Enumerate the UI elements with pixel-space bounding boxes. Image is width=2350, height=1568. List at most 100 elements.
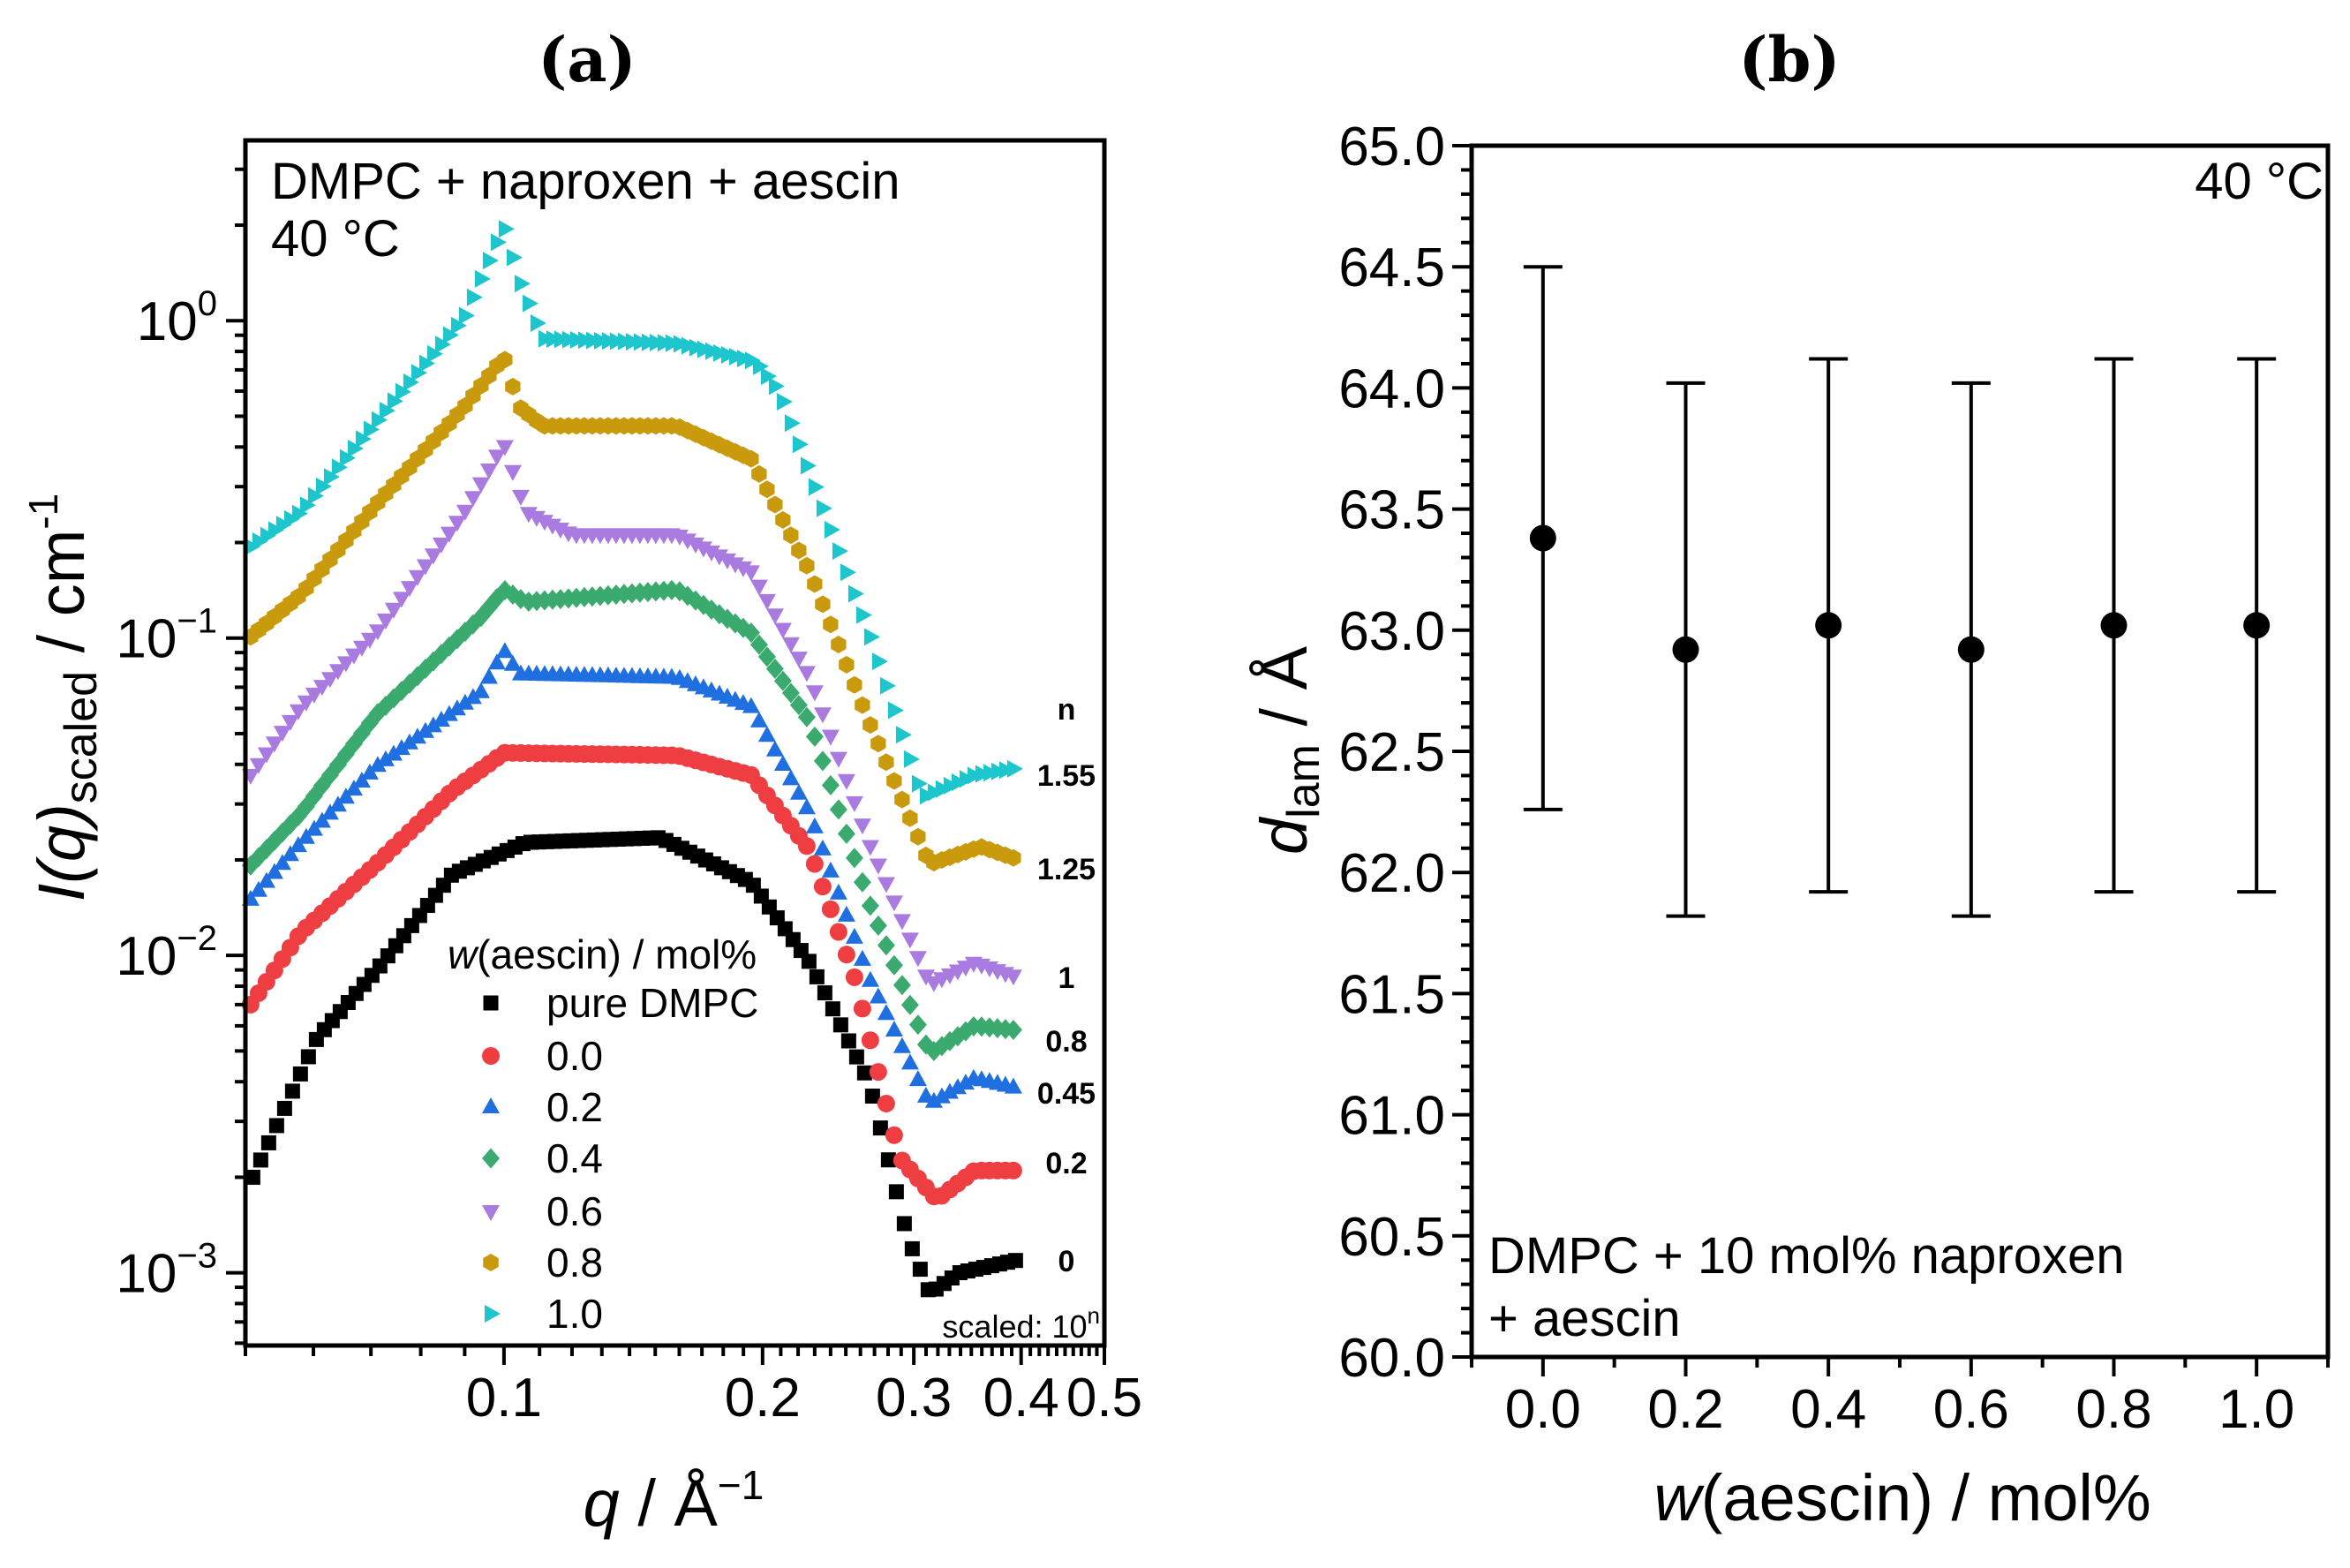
data-point — [300, 1049, 316, 1065]
data-point — [783, 526, 799, 545]
data-point — [832, 1017, 848, 1033]
data-point — [479, 667, 498, 684]
data-point — [862, 716, 878, 735]
data-point — [276, 1100, 292, 1116]
data-point — [932, 1087, 951, 1104]
data-point — [368, 624, 387, 641]
data-point — [765, 740, 784, 757]
data-point — [829, 751, 847, 768]
data-point — [490, 233, 507, 252]
x-tick-label: 0.1 — [466, 1368, 542, 1429]
data-point — [249, 880, 267, 897]
panel-a-annotation-temp: 40 °C — [271, 210, 400, 268]
data-point — [408, 569, 426, 586]
data-point — [328, 795, 347, 812]
data-point — [424, 548, 442, 565]
scale-note: scaled: 10n — [942, 1302, 1100, 1345]
panel-b-x-axis-label: w(aescin) / mol% — [1653, 1461, 2150, 1534]
y-tick-base: 10 — [137, 291, 198, 352]
data-point — [392, 592, 410, 608]
data-point — [363, 420, 380, 439]
data-point — [879, 676, 896, 695]
data-point — [463, 688, 482, 705]
data-point — [900, 1053, 919, 1070]
legend-marker — [482, 1205, 500, 1221]
x-tick-label: 0.5 — [1066, 1368, 1142, 1429]
data-point — [757, 593, 776, 610]
data-point — [877, 1094, 895, 1112]
data-point — [781, 637, 800, 653]
data-point — [869, 1063, 887, 1082]
data-point — [265, 736, 283, 753]
x-tick-label: 0.2 — [1647, 1379, 1723, 1440]
panel-a-frame — [243, 138, 1107, 1348]
data-point — [320, 672, 339, 689]
data-point-group — [2237, 357, 2277, 894]
panel-b-y-axis-label: dlam / Å — [1247, 645, 1329, 855]
series-pure-dmpc — [245, 830, 1023, 1298]
data-point — [797, 706, 816, 727]
data-point — [432, 711, 450, 727]
data-point — [289, 704, 307, 720]
y-tick-base: 10 — [116, 926, 177, 987]
data-point — [482, 252, 499, 270]
data-point — [878, 753, 894, 772]
data-point — [260, 1135, 276, 1150]
data-point — [376, 750, 395, 766]
y-tick-label: 60.5 — [1338, 1207, 1445, 1268]
y-tick-label: 10−3 — [116, 1237, 217, 1305]
data-point — [511, 489, 530, 506]
scale-exponent-label: 0.2 — [1045, 1147, 1087, 1180]
data-point — [880, 1152, 896, 1168]
data-point — [877, 877, 895, 893]
data-point-group — [1951, 381, 1991, 918]
data-point — [861, 895, 879, 916]
data-point — [1957, 636, 1985, 663]
data-point — [440, 705, 458, 721]
legend-item: 0.8 — [483, 1240, 603, 1285]
data-point — [832, 542, 848, 561]
data-point — [299, 496, 316, 515]
data-point — [781, 769, 800, 786]
data-point — [1004, 1077, 1022, 1094]
data-point — [418, 354, 435, 373]
data-point — [471, 477, 490, 494]
data-point — [503, 654, 522, 671]
data-point — [328, 664, 347, 681]
data-point — [805, 817, 824, 833]
data-point — [781, 682, 800, 704]
legend-title: w(aescin) / mol% — [448, 931, 757, 977]
data-point — [829, 799, 847, 820]
data-point — [887, 701, 904, 720]
data-point — [815, 595, 831, 614]
legend-label: 0.0 — [546, 1033, 603, 1079]
scale-exponent-label: 0.8 — [1045, 1025, 1087, 1059]
data-point-group — [1523, 265, 1563, 811]
legend-label: pure DMPC — [546, 980, 758, 1026]
y-tick-label: 10−1 — [116, 602, 217, 670]
data-point — [530, 314, 546, 332]
panel-b: (b) 60.0 60.5 61.0 61.5 62.0 62.5 63.0 63.5 64.0… — [1247, 23, 2331, 1534]
data-point — [807, 575, 823, 593]
data-point — [379, 402, 395, 420]
x-tick-label: 0.0 — [1505, 1379, 1581, 1440]
data-point — [900, 932, 919, 949]
y-tick-label: 64.5 — [1338, 237, 1445, 298]
data-point — [1529, 524, 1556, 552]
legend-item: 0.4 — [482, 1135, 603, 1181]
data-point — [466, 288, 483, 306]
data-point — [742, 622, 760, 644]
data-point — [784, 414, 801, 433]
data-point — [768, 377, 785, 396]
data-point — [767, 495, 783, 514]
data-point — [792, 435, 809, 454]
data-point — [877, 935, 895, 956]
data-point — [885, 895, 903, 912]
data-point — [392, 739, 410, 756]
series-0.8 — [243, 351, 1021, 872]
data-point — [368, 756, 387, 773]
data-point — [821, 861, 840, 878]
data-point — [805, 726, 824, 747]
data-point — [474, 269, 491, 288]
